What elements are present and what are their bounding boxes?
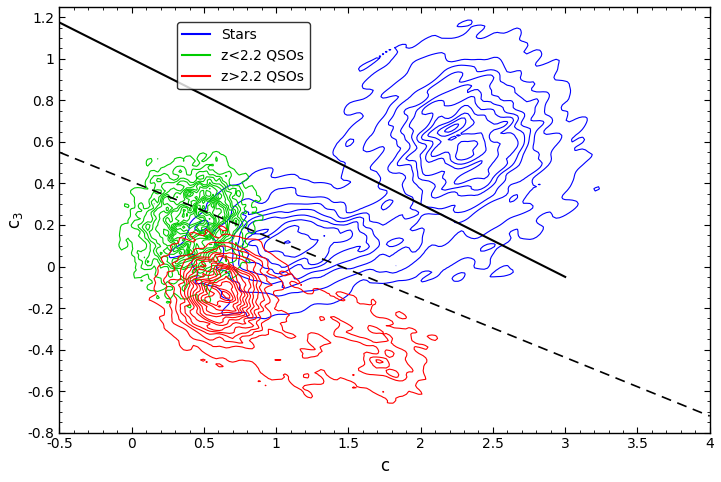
X-axis label: c: c (380, 457, 389, 475)
Legend: Stars, z<2.2 QSOs, z>2.2 QSOs: Stars, z<2.2 QSOs, z>2.2 QSOs (177, 22, 310, 89)
Y-axis label: c$_3$: c$_3$ (7, 211, 25, 228)
